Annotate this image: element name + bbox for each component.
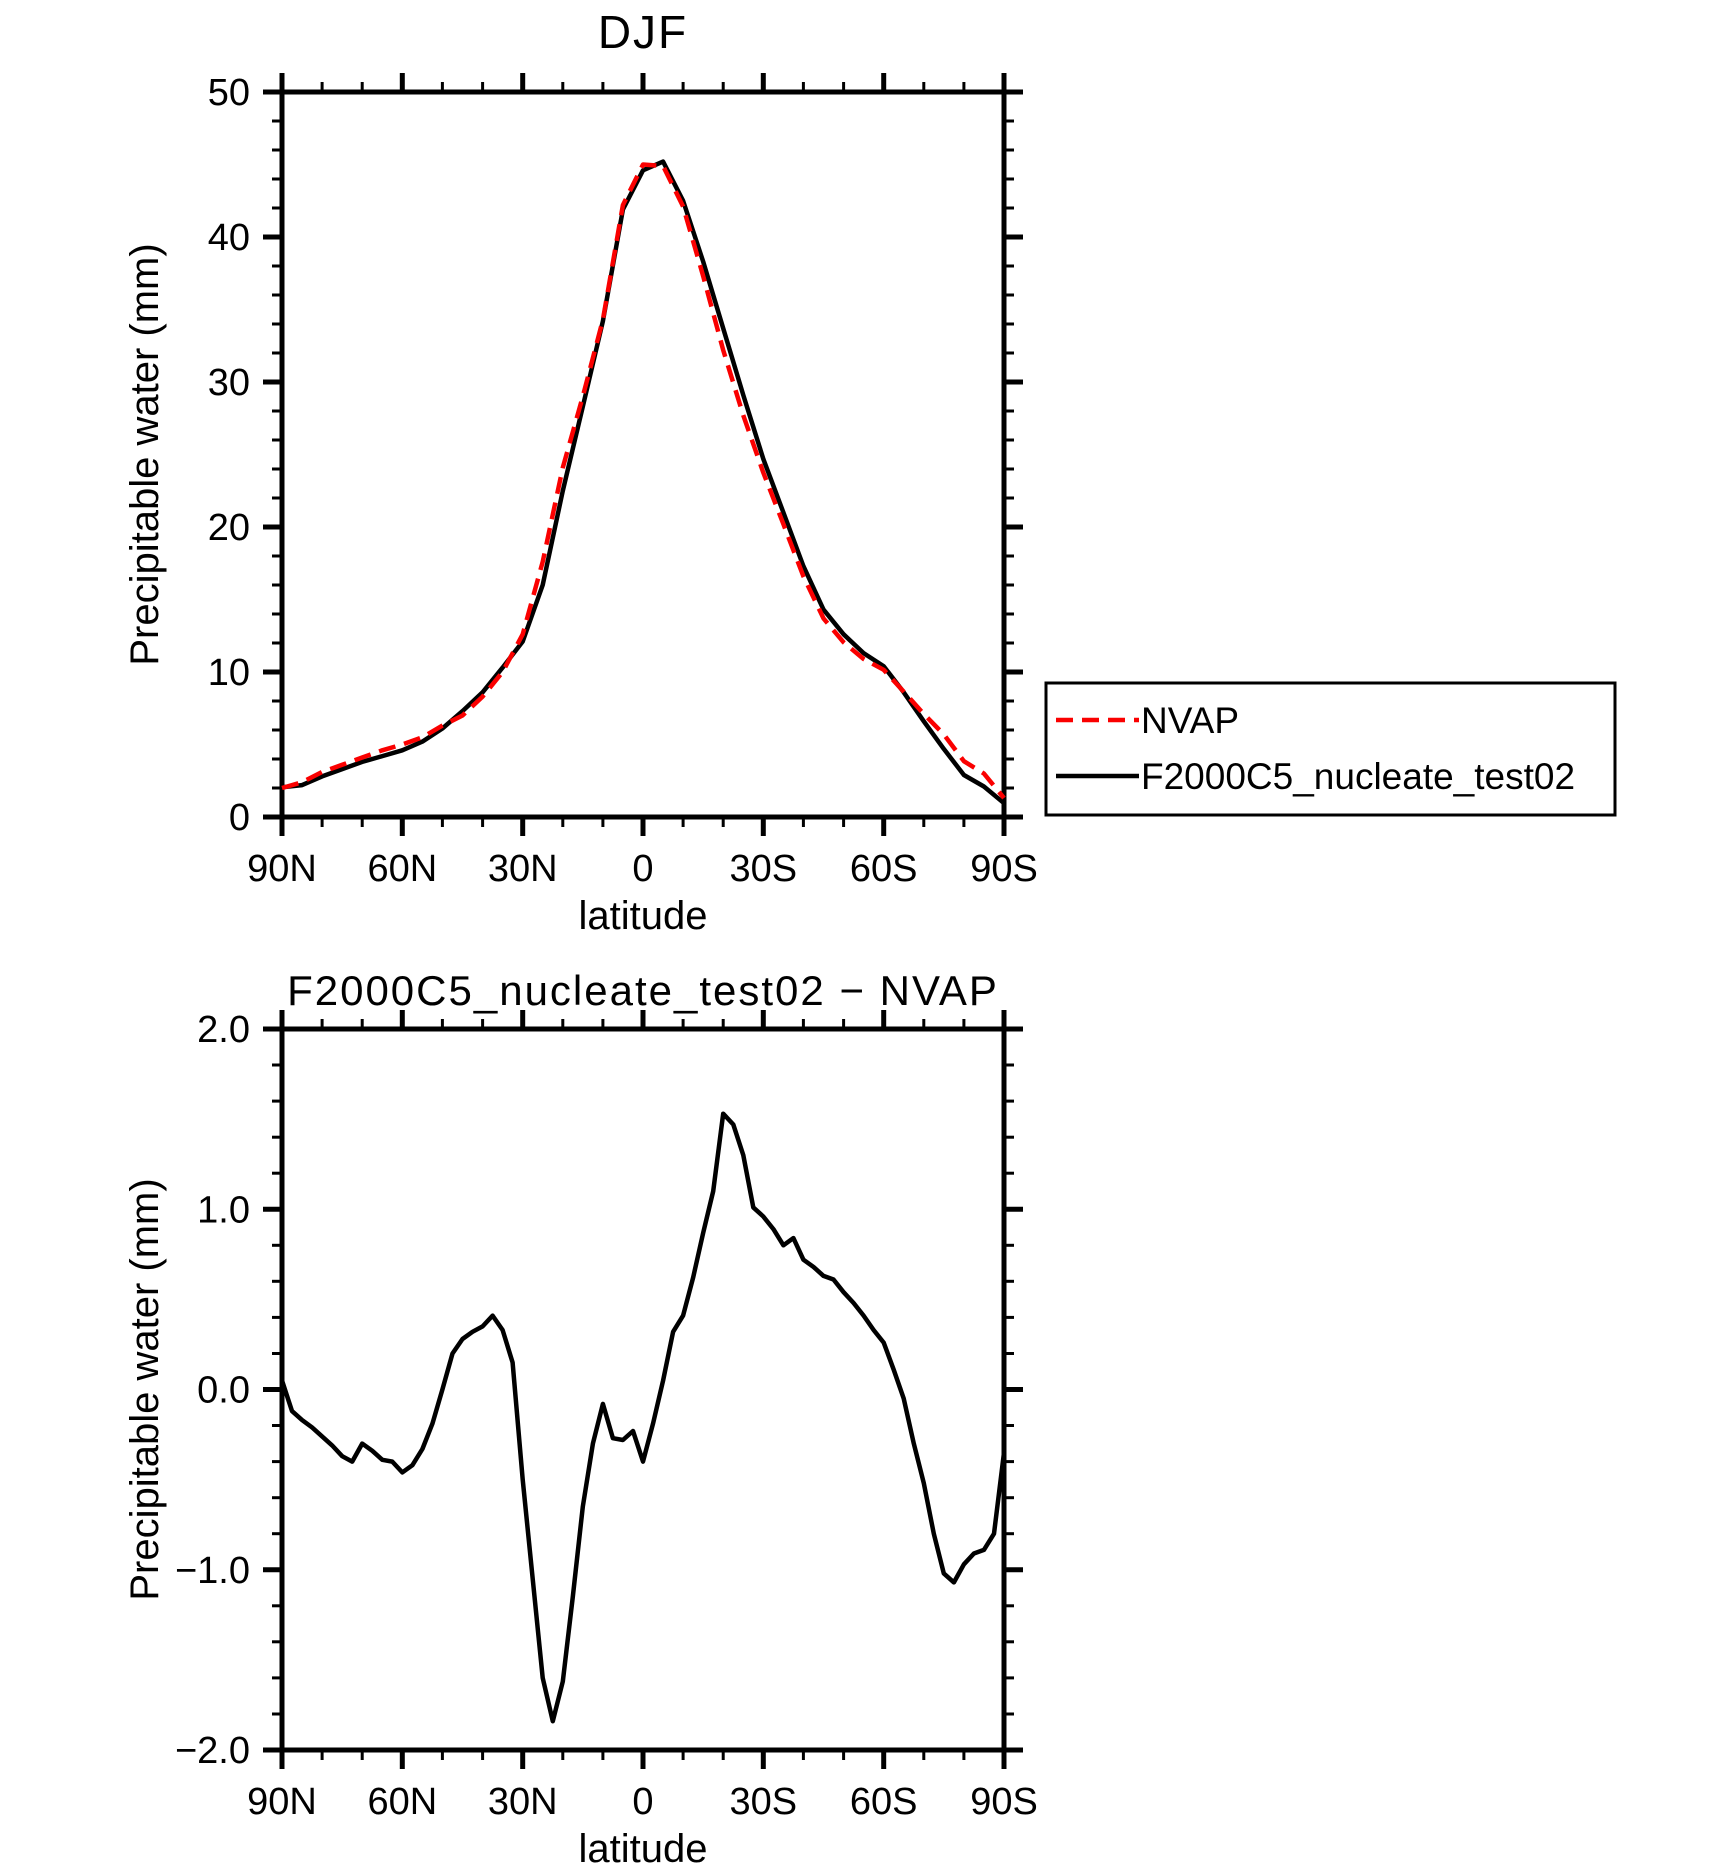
y-tick-label: 0.0 <box>197 1370 250 1412</box>
y-tick-label: 1.0 <box>197 1189 250 1231</box>
y-tick-label: 50 <box>208 72 250 114</box>
x-tick-label: 60N <box>367 848 437 890</box>
legend-entry: F2000C5_nucleate_test02 <box>1056 756 1575 797</box>
legend-label: NVAP <box>1141 700 1239 741</box>
y-tick-label: 2.0 <box>197 1009 250 1051</box>
y-tick-label: 30 <box>208 362 250 404</box>
x-ticks <box>279 73 1007 836</box>
x-tick-labels: 90N 60N 30N 0 30S 60S 90S <box>247 848 1038 890</box>
series-F2000C5_nucleate_test02-NVAP <box>279 1111 1007 1724</box>
y-tick-labels: 0 10 20 30 40 50 <box>208 72 250 839</box>
x-tick-label: 0 <box>632 848 653 890</box>
y-ticks <box>263 89 1023 820</box>
legend-label: F2000C5_nucleate_test02 <box>1141 756 1575 797</box>
x-tick-label: 30N <box>488 1781 558 1823</box>
x-tick-label: 60S <box>850 1781 918 1823</box>
legend-entry: NVAP <box>1056 700 1239 741</box>
panel-title: F2000C5_nucleate_test02 − NVAP <box>287 967 999 1014</box>
x-tick-label: 90N <box>247 848 317 890</box>
y-tick-label: 0 <box>229 797 250 839</box>
legend: NVAP F2000C5_nucleate_test02 <box>1044 681 1617 817</box>
y-tick-label: −2.0 <box>175 1730 250 1772</box>
x-tick-label: 90N <box>247 1781 317 1823</box>
x-axis-label: latitude <box>579 894 708 938</box>
x-tick-label: 30S <box>729 1781 797 1823</box>
bottom-panel: 90N 60N 30N 0 30S 60S 90S −2.0 −1.0 0.0 1.0 2.0 F200… <box>123 967 1038 1871</box>
series-NVAP <box>281 162 1006 800</box>
y-axis-label: Precipitable water (mm) <box>123 1178 167 1600</box>
series-F2000C5_nucleate_test02 <box>281 159 1006 805</box>
panel-title: DJF <box>598 6 688 58</box>
x-tick-labels: 90N 60N 30N 0 30S 60S 90S <box>247 1781 1038 1823</box>
x-tick-label: 60N <box>367 1781 437 1823</box>
x-axis-label: latitude <box>579 1827 708 1871</box>
y-tick-label: 10 <box>208 652 250 694</box>
x-tick-label: 30N <box>488 848 558 890</box>
legend-box <box>1044 681 1617 817</box>
x-ticks <box>279 1010 1007 1769</box>
top-panel: 90N 60N 30N 0 30S 60S 90S 0 10 20 30 40 50 DJF latitud… <box>123 6 1617 938</box>
x-tick-label: 90S <box>970 1781 1038 1823</box>
x-tick-label: 0 <box>632 1781 653 1823</box>
y-tick-label: 40 <box>208 217 250 259</box>
y-tick-label: −1.0 <box>175 1550 250 1592</box>
x-tick-label: 60S <box>850 848 918 890</box>
y-axis-label: Precipitable water (mm) <box>123 243 167 665</box>
x-tick-label: 30S <box>729 848 797 890</box>
y-tick-label: 20 <box>208 507 250 549</box>
y-ticks <box>263 1026 1023 1753</box>
x-tick-label: 90S <box>970 848 1038 890</box>
y-tick-labels: −2.0 −1.0 0.0 1.0 2.0 <box>175 1009 250 1772</box>
